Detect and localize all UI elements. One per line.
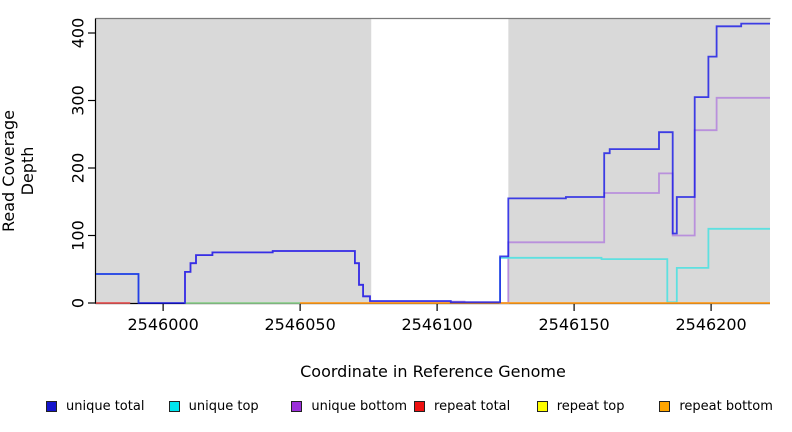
- legend-swatch-icon: [659, 401, 671, 412]
- legend-label: repeat total: [434, 399, 511, 414]
- panel-background-right: [508, 18, 770, 303]
- legend-item-unique-total: unique total: [46, 399, 169, 414]
- legend-label: repeat bottom: [679, 399, 773, 414]
- masked-region: [371, 19, 509, 303]
- legend-item-unique-top: unique top: [168, 399, 292, 414]
- x-axis-title: Coordinate in Reference Genome: [300, 362, 566, 381]
- legend-label: unique top: [188, 399, 259, 414]
- x-tick-label: 2546100: [401, 315, 472, 334]
- legend-swatch-icon: [536, 401, 548, 412]
- y-tick-label: 300: [69, 85, 88, 116]
- legend-label: unique bottom: [311, 399, 408, 414]
- x-tick-label: 2546150: [538, 315, 609, 334]
- legend-item-repeat-bottom: repeat bottom: [659, 399, 782, 414]
- x-tick-label: 2546200: [675, 315, 746, 334]
- panel-background-left: [96, 18, 372, 303]
- legend-item-repeat-top: repeat top: [536, 399, 660, 414]
- y-tick-label: 0: [69, 298, 88, 308]
- y-tick-label: 400: [69, 18, 88, 49]
- y-axis-title: Read Coverage Depth: [0, 110, 37, 232]
- legend-label: repeat top: [556, 399, 625, 414]
- x-tick-label: 2546050: [264, 315, 335, 334]
- legend: unique total unique top unique bottom repea…: [46, 399, 782, 414]
- plot-canvas: 0 100 200 300 400 2546000 2546050 2546100 254615…: [69, 18, 771, 334]
- y-tick-label: 200: [69, 153, 88, 184]
- legend-swatch-icon: [46, 401, 57, 412]
- legend-swatch-icon: [414, 401, 426, 412]
- legend-swatch-icon: [291, 401, 303, 412]
- x-tick-label: 2546000: [127, 315, 198, 334]
- legend-label: unique total: [66, 399, 145, 414]
- legend-item-repeat-total: repeat total: [414, 399, 537, 414]
- legend-swatch-icon: [168, 401, 180, 412]
- legend-item-unique-bottom: unique bottom: [291, 399, 414, 414]
- y-tick-label: 100: [69, 220, 88, 251]
- series-line-unique-total: [96, 22, 770, 304]
